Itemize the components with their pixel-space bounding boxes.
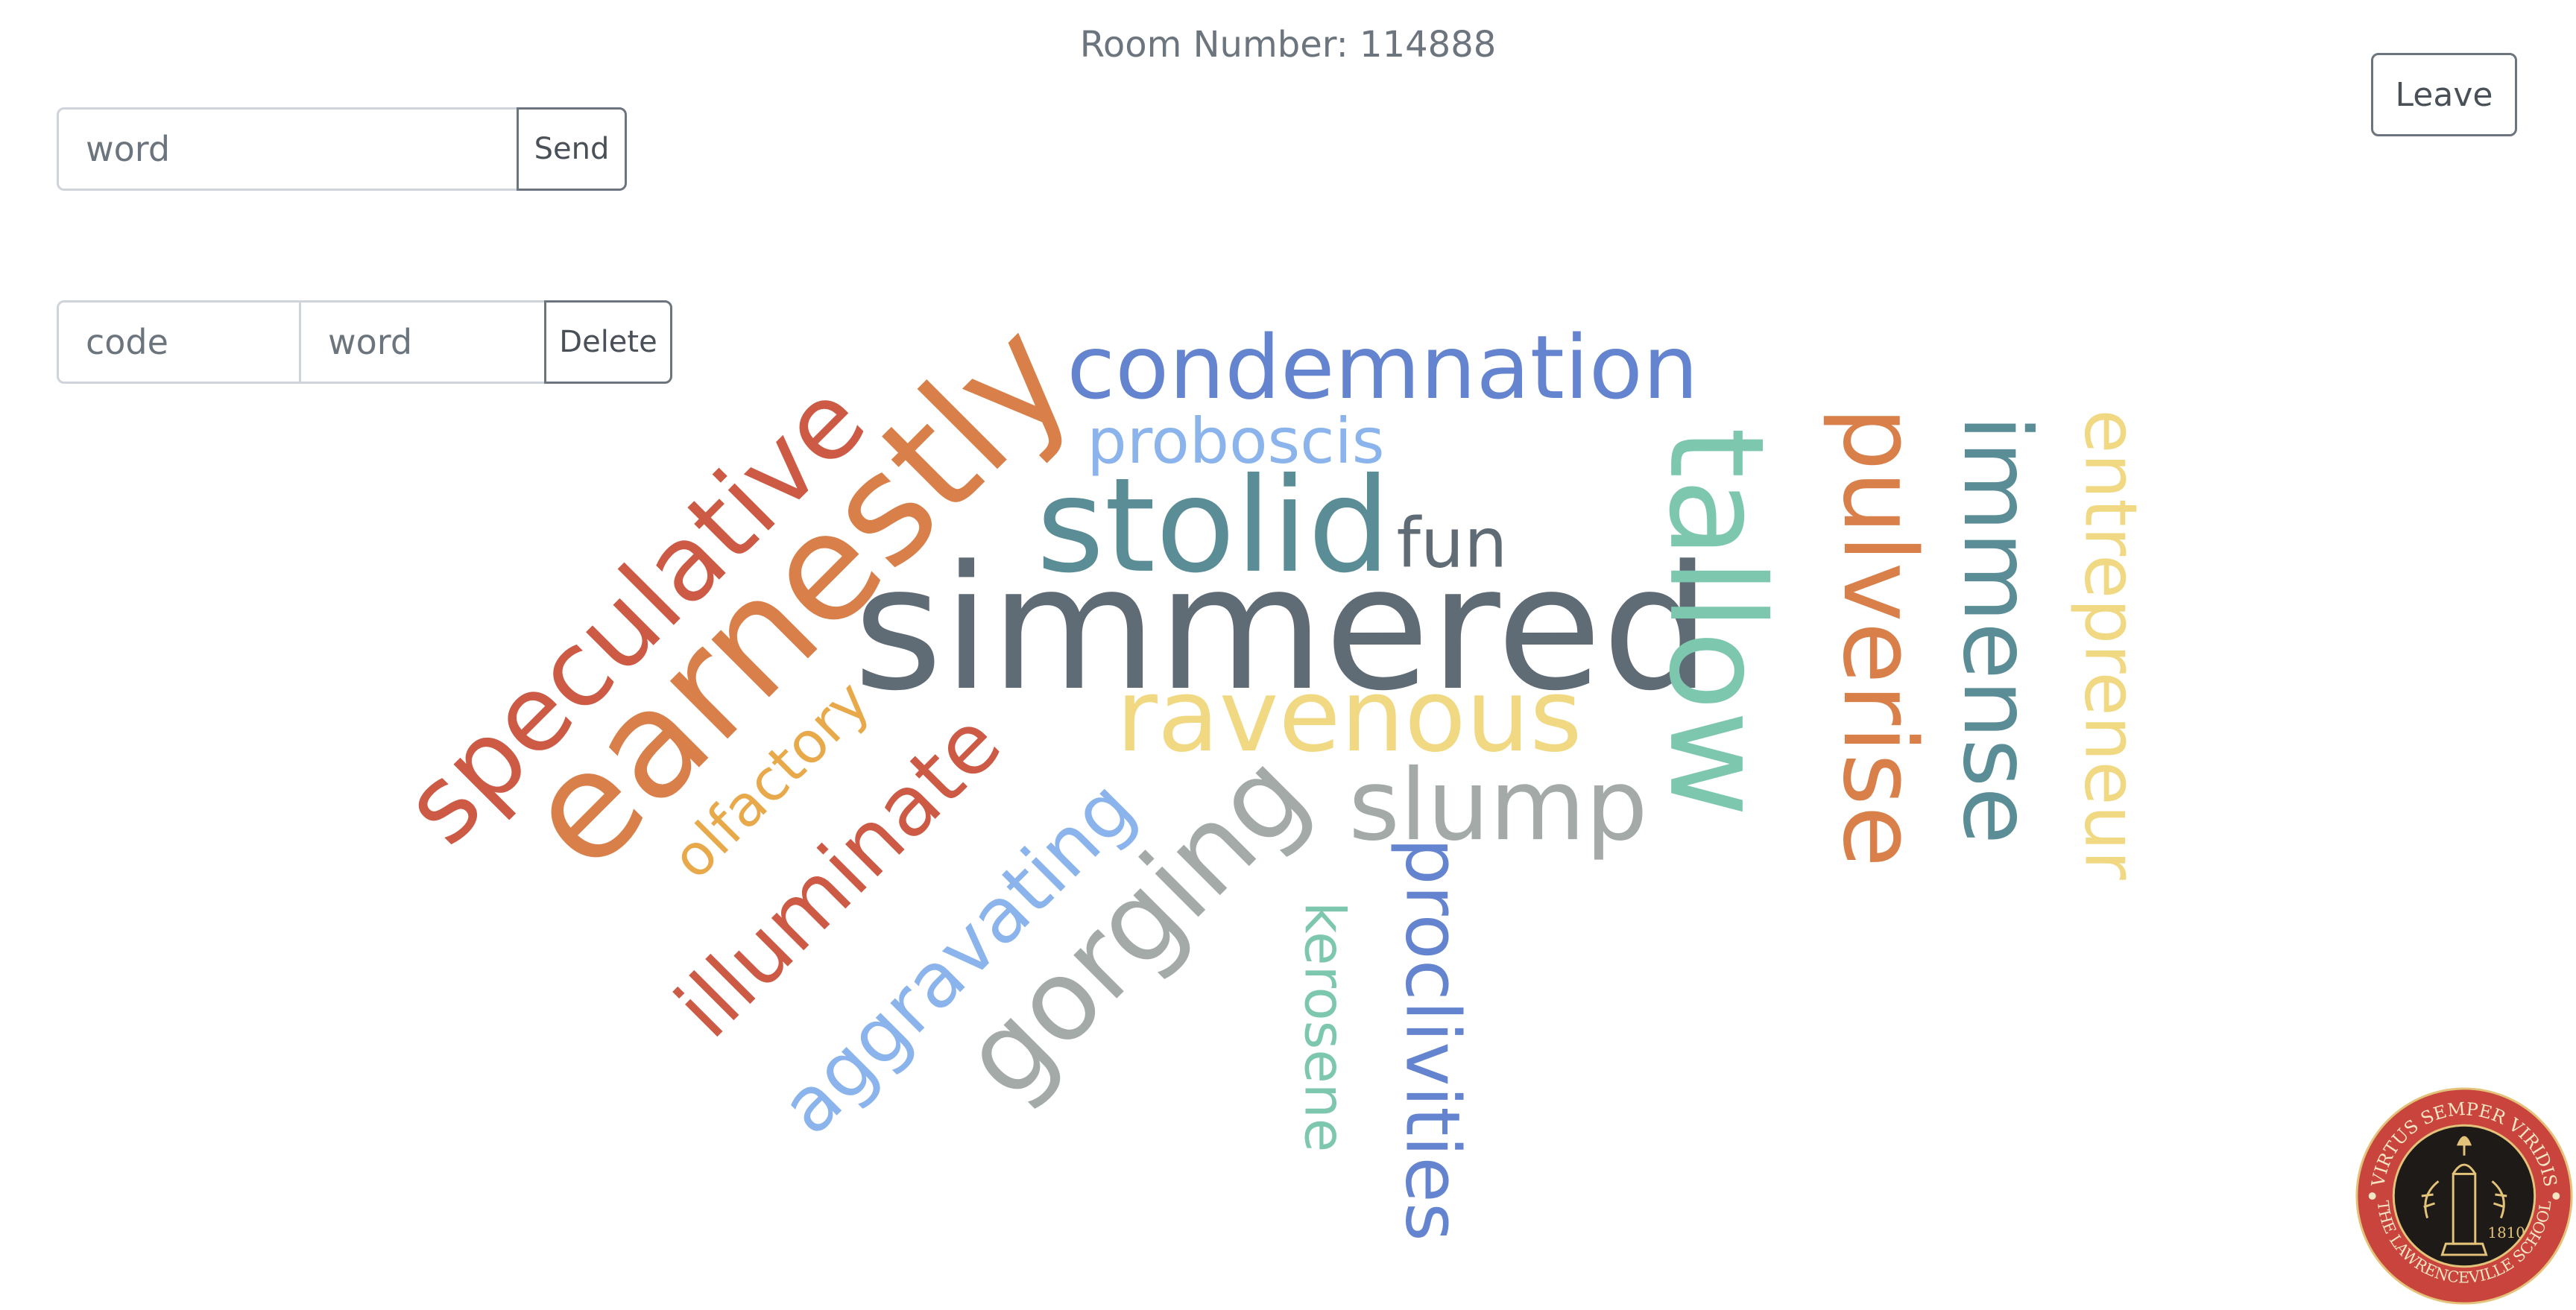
cloud-word-immense: immense — [1942, 415, 2051, 844]
cloud-word-simmered: simmered — [853, 530, 1711, 729]
cloud-word-slump: slump — [1348, 748, 1647, 863]
delete-code-input[interactable] — [57, 300, 301, 384]
cloud-word-fun: fun — [1396, 503, 1507, 583]
seal-center — [2392, 1124, 2536, 1268]
cloud-word-condemnation: condemnation — [1067, 316, 1698, 419]
school-seal-logo: VIRTUS SEMPER VIRIDIS THE LAWRENCEVILLE … — [2355, 1087, 2573, 1305]
delete-button[interactable]: Delete — [544, 300, 672, 384]
seal-dot-right — [2552, 1192, 2560, 1200]
seal-lamp-icon — [2421, 1136, 2507, 1256]
send-button[interactable]: Send — [517, 107, 627, 191]
seal-year: 1810 — [2488, 1224, 2525, 1241]
room-number: Room Number: 114888 — [1079, 24, 1497, 66]
cloud-word-entrepreneur: entrepreneur — [2069, 409, 2153, 880]
send-word-input[interactable] — [57, 107, 519, 191]
cloud-word-proclivities: proclivities — [1389, 838, 1477, 1241]
cloud-word-kerosene: kerosene — [1292, 902, 1356, 1152]
cloud-word-proboscis: proboscis — [1087, 405, 1384, 478]
seal-dot-left — [2368, 1192, 2376, 1200]
cloud-word-ravenous: ravenous — [1116, 657, 1582, 774]
cloud-word-stolid: stolid — [1036, 451, 1390, 602]
cloud-word-tallow: tallow — [1640, 427, 1791, 817]
leave-button[interactable]: Leave — [2371, 53, 2517, 136]
cloud-word-pulverise: pulverise — [1821, 407, 1938, 867]
